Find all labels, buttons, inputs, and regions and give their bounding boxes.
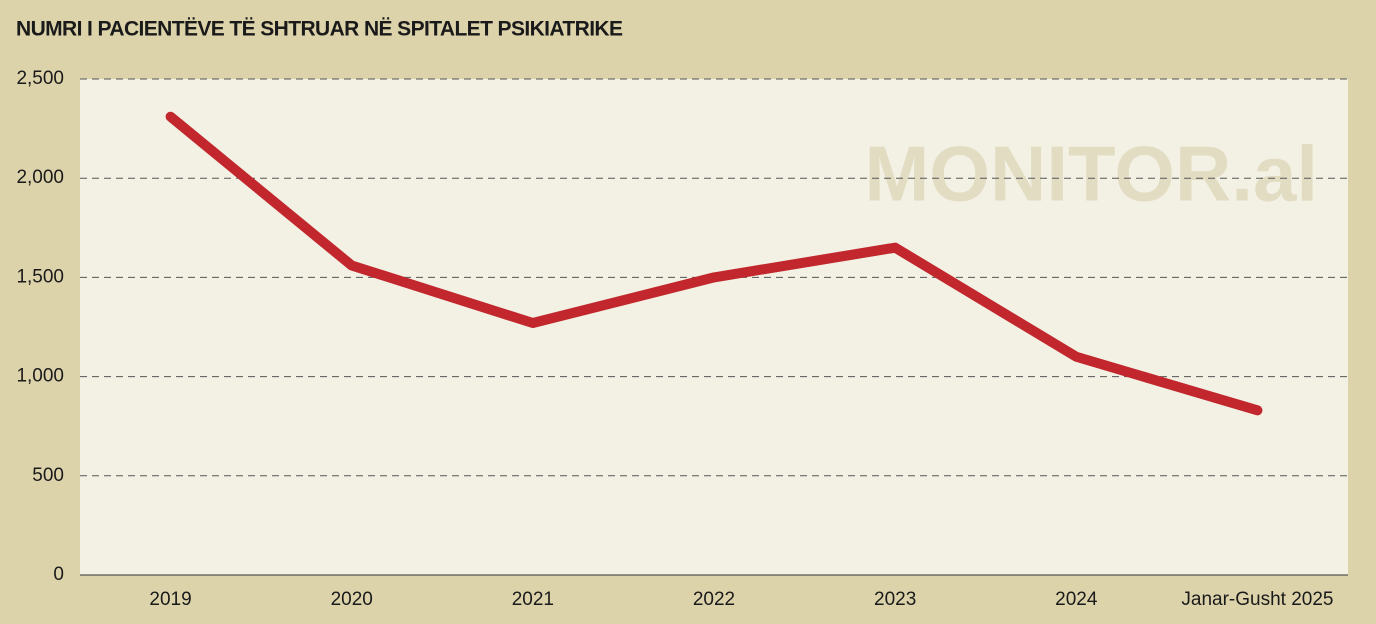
data-line [165, 111, 1263, 416]
x-tick-label: 2024 [1055, 589, 1098, 610]
y-tick-label: 2,000 [16, 167, 64, 188]
x-tick-label: 2019 [149, 589, 191, 610]
plot-area [80, 79, 1348, 575]
y-tick-label: 500 [32, 465, 64, 486]
x-tick-label: 2022 [693, 589, 735, 610]
y-tick-label: 0 [53, 564, 64, 585]
chart-title: NUMRI I PACIENTËVE TË SHTRUAR NË SPITALE… [16, 18, 623, 41]
watermark: MONITOR.al [864, 130, 1318, 218]
y-tick-label: 1,500 [16, 266, 64, 287]
x-tick-label: 2021 [512, 589, 554, 610]
x-tick-label: 2020 [331, 589, 373, 610]
y-tick-label: 2,500 [16, 68, 64, 89]
x-tick-label: 2023 [874, 589, 916, 610]
y-tick-label: 1,000 [16, 366, 64, 387]
x-tick-label: Janar-Gusht 2025 [1181, 589, 1333, 610]
